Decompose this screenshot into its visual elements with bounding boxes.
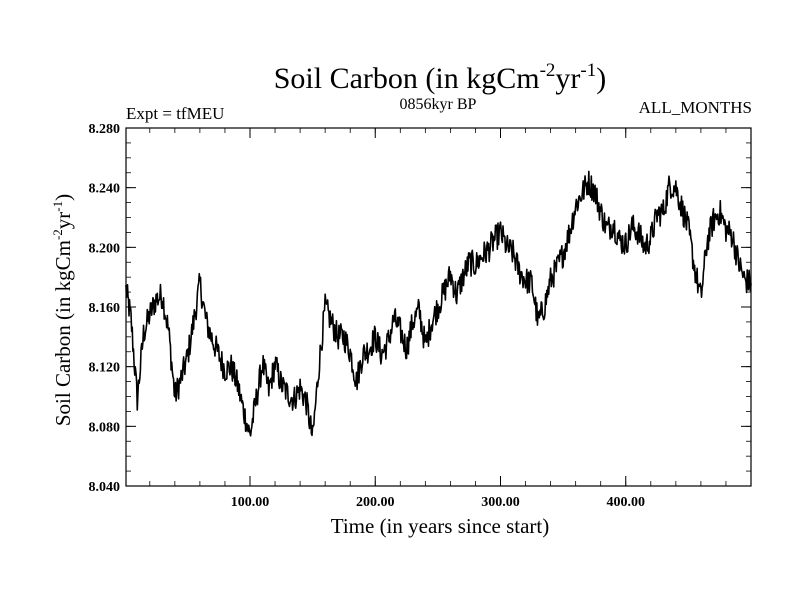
y-tick-label: 8.280 xyxy=(89,122,121,137)
x-tick-label: 100.00 xyxy=(231,495,270,510)
y-tick-label: 8.200 xyxy=(89,241,121,256)
ylabel-sup1: -2 xyxy=(50,229,65,240)
y-tick-label: 8.040 xyxy=(89,480,121,495)
y-tick-label: 8.240 xyxy=(89,182,121,197)
x-tick-label: 300.00 xyxy=(481,495,520,510)
x-tick-label: 400.00 xyxy=(606,495,645,510)
y-axis: 8.040 8.080 8.120 8.160 8.200 8.240 8.280 xyxy=(89,122,751,495)
y-tick-label: 8.120 xyxy=(89,361,121,376)
y-tick-label: 8.080 xyxy=(89,420,121,435)
title-mid: yr xyxy=(555,62,580,95)
series-group xyxy=(125,170,752,437)
title-main: Soil Carbon (in kgCm xyxy=(274,62,540,95)
x-axis: 100.00 200.00 300.00 400.00 xyxy=(149,128,727,510)
ylabel-mid: yr xyxy=(51,212,75,230)
ylabel-main: Soil Carbon (in kgCm xyxy=(51,240,75,426)
y-axis-label: Soil Carbon (in kgCm-2yr-1) xyxy=(50,194,75,426)
chart-title: Soil Carbon (in kgCm-2yr-1) xyxy=(274,60,607,95)
x-axis-label: Time (in years since start) xyxy=(331,514,550,538)
title-sup1: -2 xyxy=(540,60,556,81)
title-end: ) xyxy=(596,62,606,95)
series-line xyxy=(125,170,752,437)
ylabel-sup2: -1 xyxy=(50,201,65,212)
subtitle-center: 0856kyr BP xyxy=(400,96,477,113)
x-tick-label: 200.00 xyxy=(356,495,395,510)
subtitle-right: ALL_MONTHS xyxy=(639,98,752,117)
ylabel-end: ) xyxy=(51,194,75,201)
subtitle-left: Expt = tfMEU xyxy=(126,104,224,123)
title-sup2: -1 xyxy=(580,60,596,81)
y-tick-label: 8.160 xyxy=(89,301,121,316)
